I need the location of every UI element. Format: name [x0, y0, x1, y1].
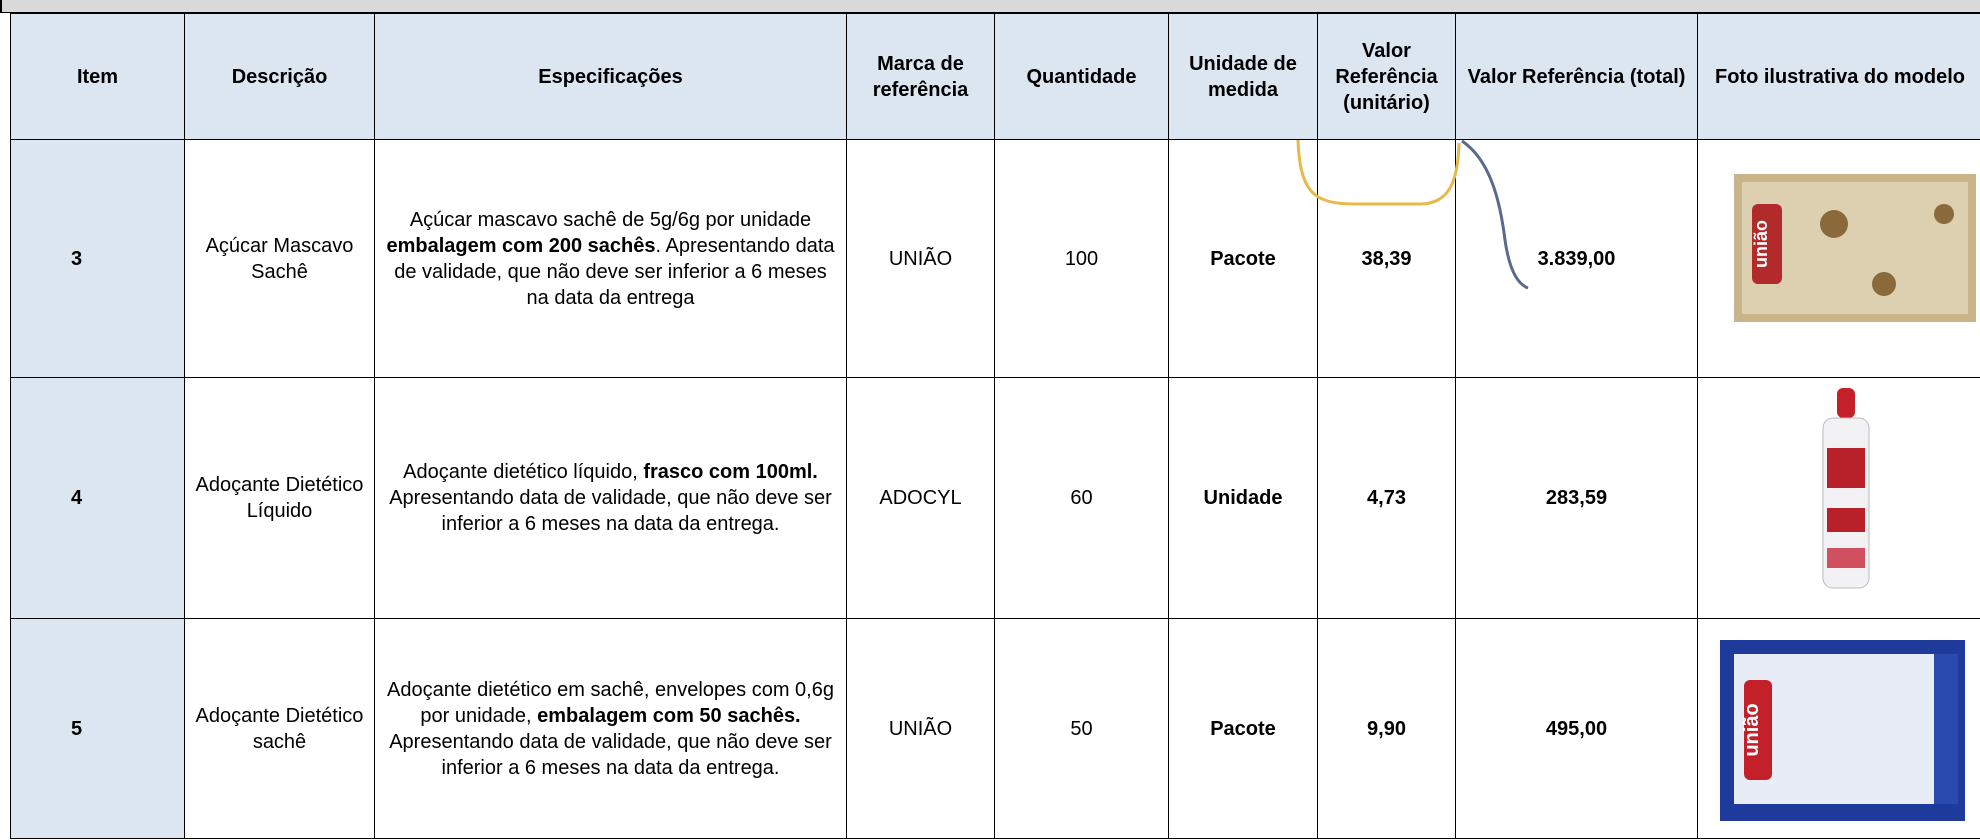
- table-row: 5 Adoçante Dietético sachê Adoçante dietét…: [10, 618, 1980, 839]
- photo-acucar: união: [1734, 174, 1976, 322]
- item-cell: 5: [10, 618, 185, 839]
- quantity-cell: 50: [994, 618, 1169, 839]
- total-value-cell: 495,00: [1455, 618, 1698, 839]
- specification-text: frasco com 100ml.: [643, 461, 818, 483]
- description-cell: Adoçante Dietético sachê: [184, 618, 375, 839]
- specification-cell: Adoçante dietético líquido, frasco com 1…: [374, 377, 847, 619]
- item-cell: 3: [10, 139, 185, 378]
- quantity-cell: 100: [994, 139, 1169, 378]
- svg-text:união: união: [1751, 220, 1771, 268]
- top-bar: [0, 0, 1980, 13]
- brand-cell: UNIÃO: [846, 618, 995, 839]
- specification-text: Adoçante dietético em sachê, envelopes c…: [387, 678, 834, 727]
- item-cell: 4: [10, 377, 185, 619]
- column-header: Item: [10, 13, 185, 140]
- column-header: Foto ilustrativa do modelo: [1697, 13, 1980, 140]
- header-row: Item Descrição Especificações Marca de refe…: [10, 13, 1980, 140]
- items-table: Item Descrição Especificações Marca de refe…: [10, 13, 1980, 839]
- specification-text: embalagem com 50 sachês.: [537, 704, 801, 727]
- total-value-cell: 283,59: [1455, 377, 1698, 619]
- photo-adocyl: [1822, 388, 1870, 589]
- unit-cell: Unidade: [1168, 377, 1318, 619]
- brand-cell: ADOCYL: [846, 377, 995, 619]
- quantity-cell: 60: [994, 377, 1169, 619]
- column-header: Especificações: [374, 13, 847, 140]
- unit-cell: Pacote: [1168, 618, 1318, 839]
- specification-text: embalagem com 200 sachês: [386, 234, 656, 257]
- description-cell: Açúcar Mascavo Sachê: [184, 139, 375, 378]
- specification-text: Apresentando data de validade, que não d…: [389, 487, 832, 535]
- specification-text: Adoçante dietético líquido,: [403, 461, 644, 483]
- column-header: Valor Referência (unitário): [1317, 13, 1456, 140]
- specification-text: Apresentando data de validade, que não d…: [389, 730, 832, 779]
- total-value-cell: 3.839,00: [1455, 139, 1698, 378]
- column-header: Valor Referência (total): [1455, 13, 1698, 140]
- specification-cell: Adoçante dietético em sachê, envelopes c…: [374, 618, 847, 839]
- svg-text:união: união: [1741, 703, 1763, 756]
- description-cell: Adoçante Dietético Líquido: [184, 377, 375, 619]
- column-header: Unidade de medida: [1168, 13, 1318, 140]
- column-header: Marca de referência: [846, 13, 995, 140]
- unit-value-cell: 9,90: [1317, 618, 1456, 839]
- specification-cell: Açúcar mascavo sachê de 5g/6g por unidad…: [374, 139, 847, 378]
- table-body: 3 Açúcar Mascavo Sachê Açúcar mascavo sach…: [10, 139, 1980, 839]
- specification-text: . Apresentando data de validade, que não…: [394, 234, 835, 309]
- table-row: 4 Adoçante Dietético Líquido Adoçante diet…: [10, 377, 1980, 619]
- table-row: 3 Açúcar Mascavo Sachê Açúcar mascavo sach…: [10, 139, 1980, 378]
- unit-value-cell: 4,73: [1317, 377, 1456, 619]
- unit-value-cell: 38,39: [1317, 139, 1456, 378]
- column-header: Descrição: [184, 13, 375, 140]
- column-header: Quantidade: [994, 13, 1169, 140]
- specification-text: Açúcar mascavo sachê de 5g/6g por unidad…: [409, 208, 812, 231]
- photo-adocante-sache: união: [1720, 640, 1965, 821]
- brand-cell: UNIÃO: [846, 139, 995, 378]
- unit-cell: Pacote: [1168, 139, 1318, 378]
